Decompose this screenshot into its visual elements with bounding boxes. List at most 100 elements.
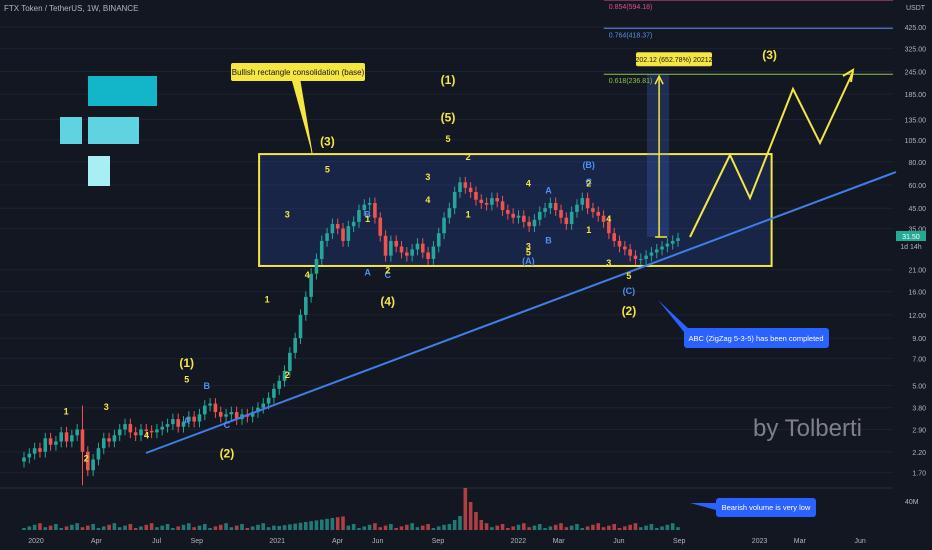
candle-body (670, 240, 675, 244)
price-tick-label: 3.80 (912, 406, 926, 413)
volume-bar (277, 526, 282, 530)
candle-body (101, 438, 106, 449)
time-axis[interactable]: 2020 Apr Jul Sep 2021 Apr Jun Sep 2022 Mar Jun Sep 2… (28, 538, 866, 545)
volume-bars (22, 488, 680, 530)
candle-body (447, 208, 452, 218)
candle-body (564, 217, 569, 225)
candle-body (569, 211, 574, 225)
volume-bar (229, 527, 234, 530)
candle-body (495, 198, 500, 202)
volume-callout-box (716, 498, 816, 517)
candle-body (309, 273, 313, 297)
candle-body (38, 448, 42, 452)
wave-label: (1) (179, 356, 194, 370)
candle-body (357, 210, 361, 222)
abc-callout-pointer (658, 300, 690, 332)
volume-bar (378, 527, 383, 530)
price-tick-label: 2.20 (912, 450, 926, 457)
candle-body (32, 448, 37, 454)
candle-body (612, 233, 616, 241)
volume-bar (559, 523, 563, 530)
candle-body (378, 217, 383, 236)
candle-body (213, 403, 218, 413)
projection-arrowhead (654, 74, 664, 85)
volume-bar (447, 524, 452, 530)
volume-bar (436, 526, 441, 530)
candle-body (373, 203, 377, 218)
wave-label: 4 (425, 195, 430, 205)
volume-bar (176, 526, 180, 530)
volume-bar (187, 523, 191, 530)
candle-body (266, 397, 271, 404)
candle-body (633, 255, 638, 259)
candle-body (86, 451, 90, 471)
candle-body (420, 243, 425, 253)
volume-bar (234, 525, 239, 530)
price-tick-label: 12.00 (908, 313, 926, 320)
volume-bar (543, 528, 547, 530)
wave-label: 2 (84, 454, 89, 464)
candle-body (208, 403, 212, 406)
wave-label: 2 (586, 178, 591, 188)
candle-body (256, 407, 260, 413)
abc-callout-box (684, 328, 829, 348)
volume-bar (633, 523, 638, 530)
volume-bar (612, 524, 616, 530)
volume-bar (676, 527, 680, 530)
wave-label: (B) (582, 160, 595, 170)
wave-label: (C) (623, 286, 636, 296)
volume-bar (628, 524, 632, 530)
candle-body (224, 414, 228, 417)
time-tick-label: Jun (854, 538, 865, 545)
volume-bar (405, 524, 409, 530)
candle-body (638, 258, 643, 260)
candle-body (442, 217, 446, 234)
wave-label: 3 (425, 172, 430, 182)
wave-label: 1 (586, 225, 591, 235)
candle-body (202, 405, 207, 415)
volume-bar (389, 524, 393, 530)
candle-body (628, 249, 632, 256)
candle-body (48, 438, 53, 445)
candle-body (484, 203, 489, 205)
volume-bar (420, 525, 425, 530)
projection-label-box (636, 52, 712, 67)
volume-bar (548, 526, 553, 530)
candle-body (522, 215, 526, 222)
projected-path (689, 68, 855, 238)
candle-body (298, 314, 303, 339)
candle-body (479, 199, 484, 204)
volume-bar (569, 525, 574, 530)
volume-bar (133, 528, 138, 530)
wave-label: 3 (104, 402, 109, 412)
volume-bar (325, 518, 329, 530)
volume-bar (256, 524, 260, 530)
candle-body (155, 429, 159, 433)
candle-body (319, 240, 324, 259)
candle-body (176, 419, 180, 427)
candle-body (330, 224, 335, 234)
wave-label: (3) (320, 134, 335, 148)
candle-body (649, 252, 654, 256)
candle-body (676, 238, 680, 241)
wave-label: A (545, 186, 552, 196)
candle-body (171, 419, 175, 425)
wave-label: 5 (445, 134, 450, 144)
volume-bar (484, 523, 489, 530)
candle-body (399, 246, 404, 253)
price-tick-label: 245.00 (905, 69, 927, 76)
volume-bar (367, 524, 372, 530)
volume-bar (245, 528, 250, 530)
candle-body (117, 429, 122, 436)
volume-bar (553, 524, 558, 530)
candle-body (181, 421, 186, 427)
volume-bar (522, 523, 526, 530)
callouts: Bullish rectangle consolidation (base)AB… (231, 63, 829, 517)
price-tick-label: 9.00 (912, 336, 926, 343)
wave-label: 5 (184, 374, 189, 384)
price-axis[interactable]: 425.00 325.00 245.00 185.00 135.00 105.00 80.0… (896, 25, 926, 506)
time-tick-label: Apr (332, 538, 344, 545)
candle-body (607, 221, 611, 234)
volume-bar (218, 524, 223, 530)
volume-bar (272, 525, 276, 530)
